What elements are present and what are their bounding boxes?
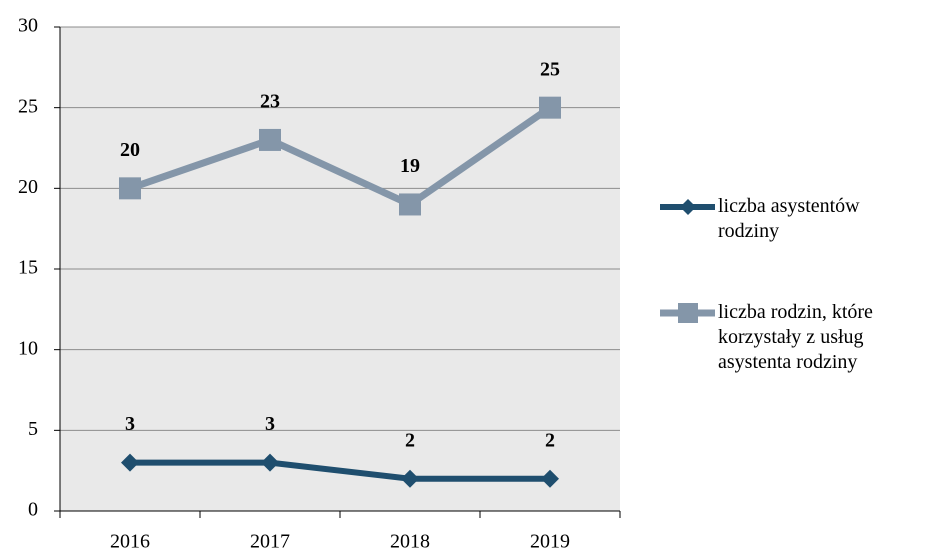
point xyxy=(121,453,139,472)
data-label: 2 xyxy=(405,429,415,451)
x-tick-label: 2017 xyxy=(250,531,290,552)
x-tick-label: 2016 xyxy=(110,531,150,552)
point xyxy=(539,96,561,119)
legend-marker xyxy=(678,303,698,323)
point xyxy=(261,453,279,472)
data-label: 3 xyxy=(125,413,135,435)
y-tick-label: 10 xyxy=(18,337,38,359)
y-tick-label: 25 xyxy=(18,95,38,117)
x-tick-label: 2019 xyxy=(530,531,570,552)
y-tick-label: 5 xyxy=(28,418,38,440)
point xyxy=(401,469,419,488)
point xyxy=(119,177,141,200)
series-line xyxy=(130,459,550,482)
data-label: 19 xyxy=(400,155,420,177)
series-line xyxy=(128,104,552,209)
point xyxy=(541,469,559,488)
y-tick-label: 30 xyxy=(18,15,38,37)
data-label: 2 xyxy=(545,429,555,451)
point xyxy=(399,193,421,216)
legend-label: liczba rodzin, które korzystały z usług … xyxy=(718,301,873,373)
data-label: 23 xyxy=(260,91,280,113)
y-tick-label: 20 xyxy=(18,176,38,198)
data-label: 25 xyxy=(540,58,560,80)
legend-marker xyxy=(680,199,696,215)
legend-label: liczba asystentów rodziny xyxy=(718,195,860,242)
y-tick-label: 0 xyxy=(28,499,38,521)
y-tick-label: 15 xyxy=(18,257,38,279)
point xyxy=(259,128,281,151)
x-tick-label: 2018 xyxy=(390,531,430,552)
data-label: 3 xyxy=(265,413,275,435)
data-label: 20 xyxy=(120,139,140,161)
